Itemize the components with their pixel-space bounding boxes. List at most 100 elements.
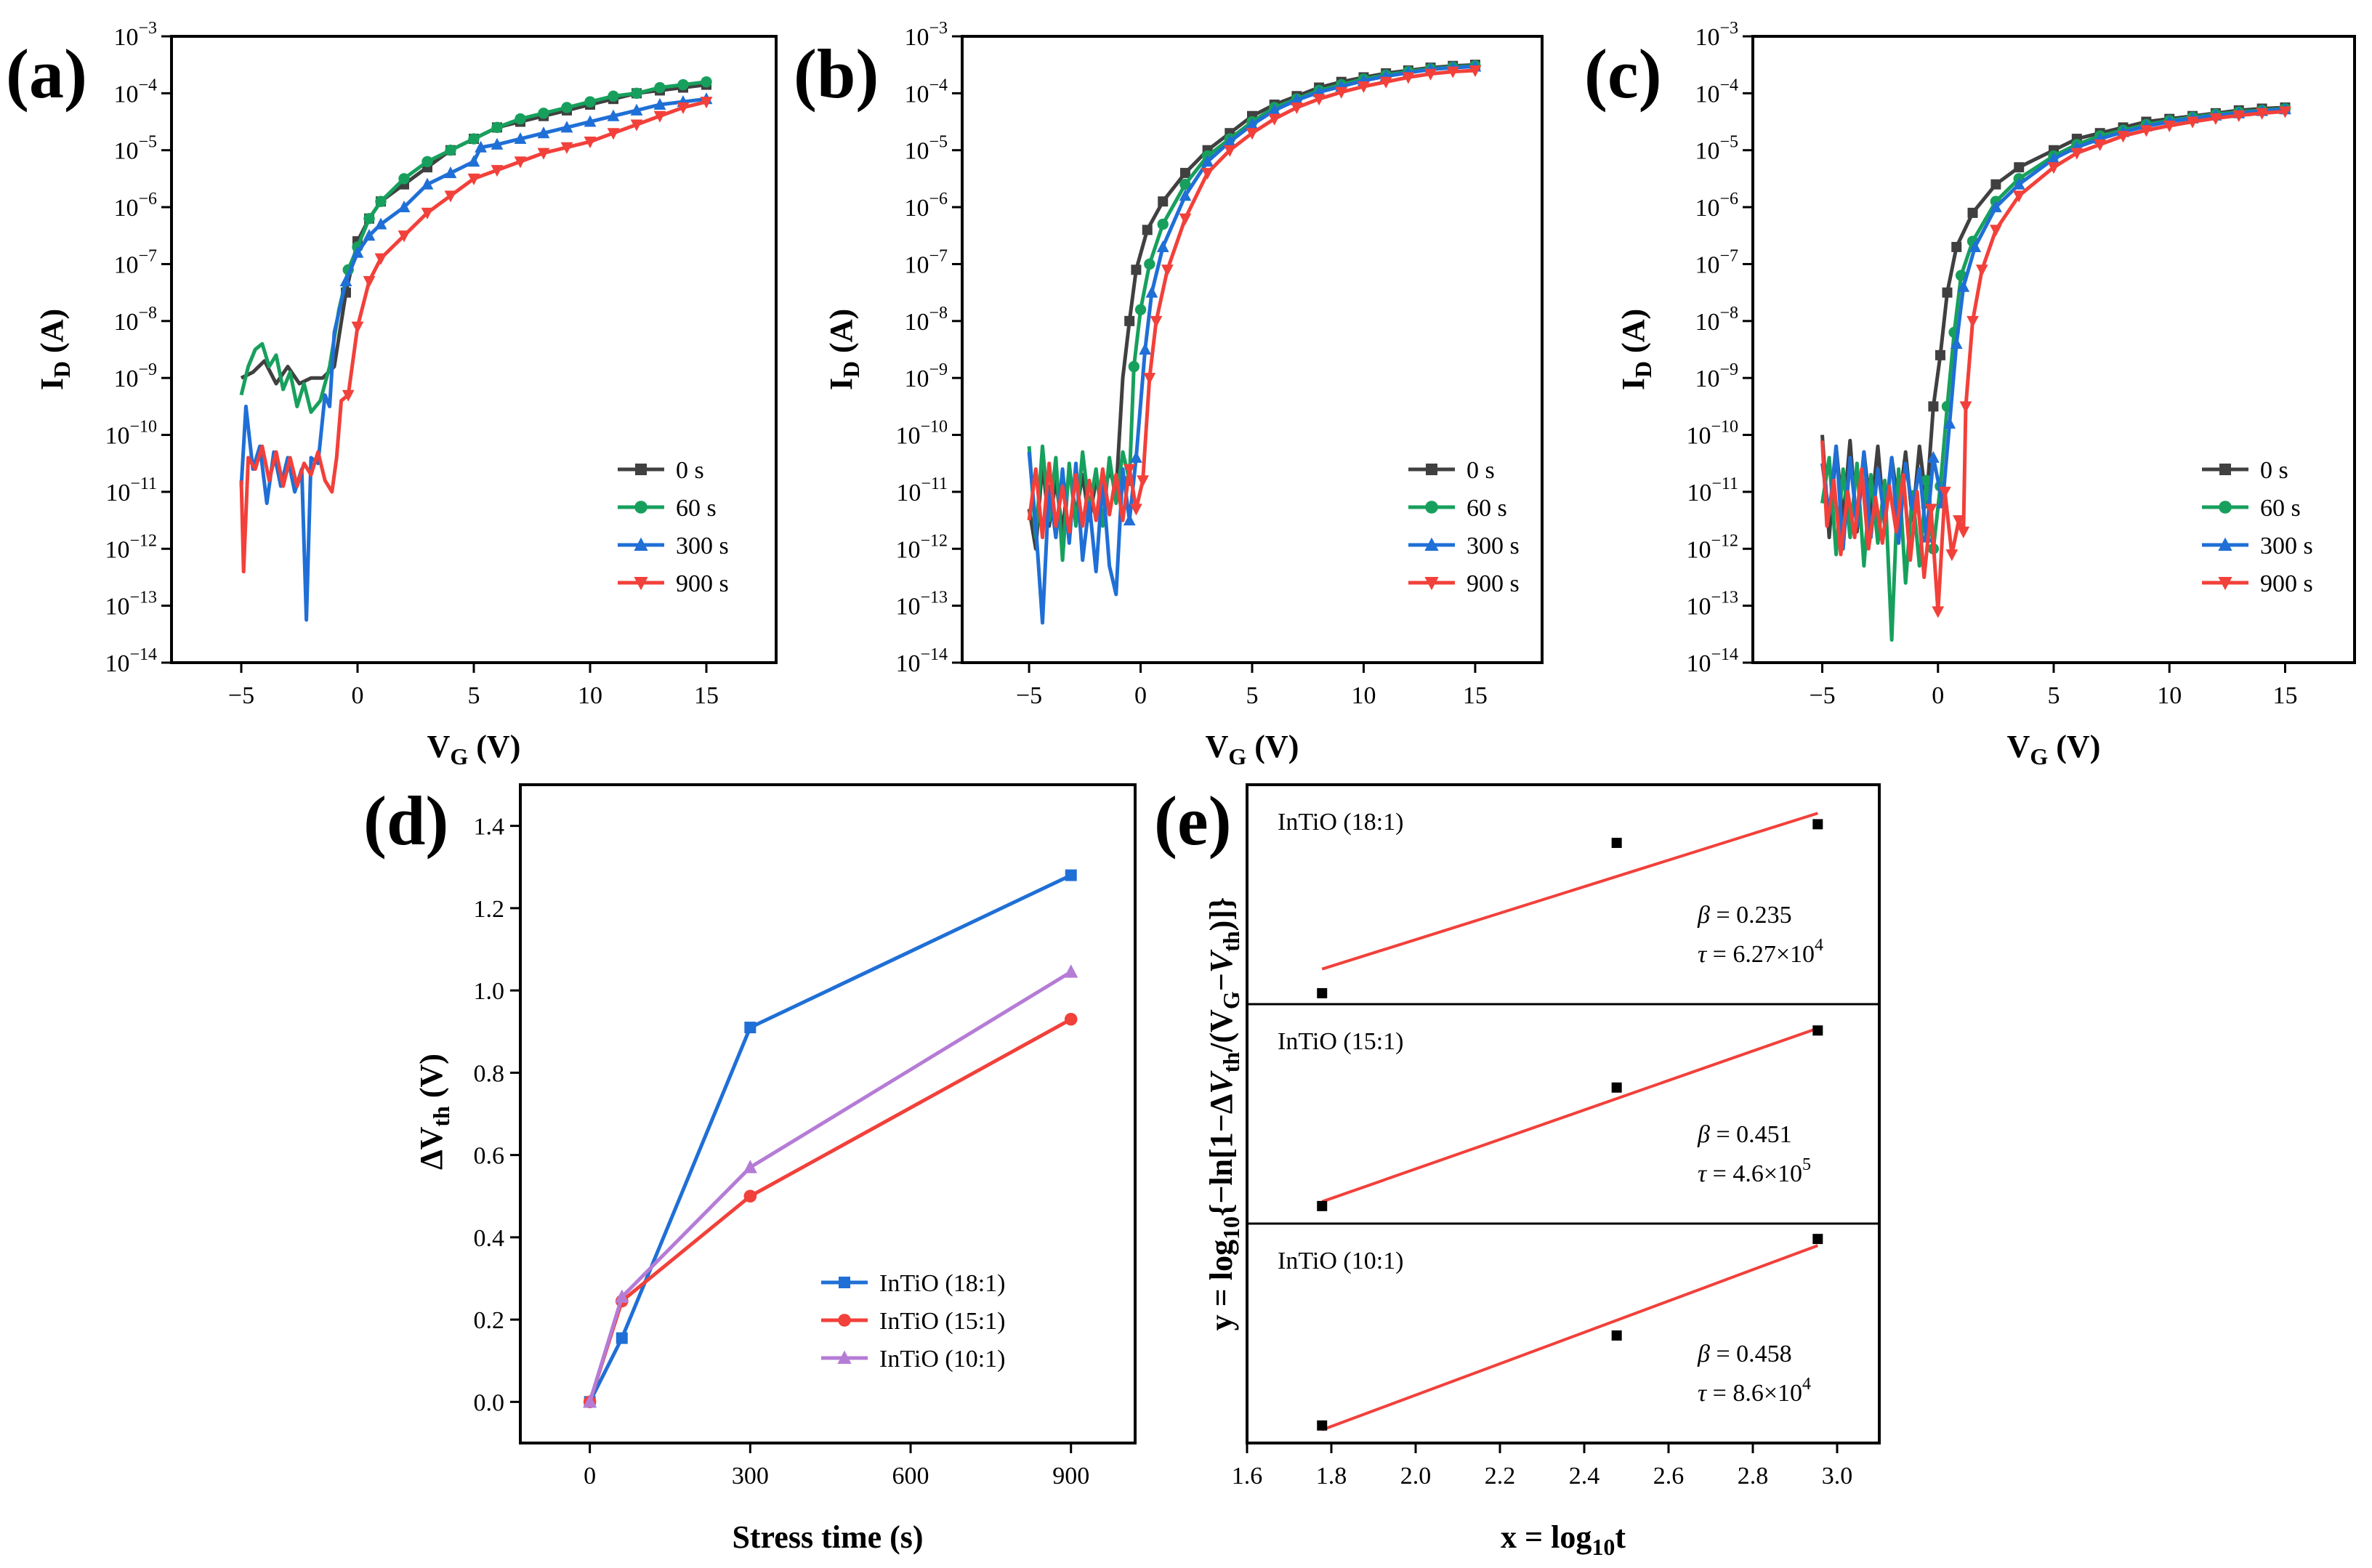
panel-d-ylabel: ΔVth (V)	[414, 1054, 454, 1170]
y-tick-label: 10−14	[895, 645, 948, 677]
x-tick-label: 0	[1134, 682, 1147, 709]
y-tick-label: 0.4	[474, 1225, 505, 1252]
data-point	[2209, 113, 2222, 125]
legend-label: 0 s	[1467, 457, 1495, 484]
y-tick-label: 10−6	[904, 190, 948, 222]
data-point	[538, 108, 549, 119]
panel-b-ylabel: ID (A)	[823, 309, 864, 390]
x-tick-label: 0	[352, 682, 364, 709]
data-point	[2139, 125, 2153, 137]
x-tick-label: −5	[1809, 682, 1835, 709]
data-point	[1145, 286, 1158, 298]
y-tick-label: 10−6	[113, 190, 157, 222]
data-point	[1955, 270, 1967, 281]
data-point	[351, 246, 364, 258]
legend-marker	[2218, 537, 2232, 551]
panel-e-ylabel: y = log10{−ln[1−ΔVth/(VG−Vth)]}	[1203, 897, 1244, 1331]
x-tick-label: 2.6	[1653, 1463, 1685, 1490]
legend-label: 60 s	[676, 495, 717, 522]
beta-annotation: β = 0.451	[1697, 1121, 1792, 1148]
x-tick-label: 10	[578, 682, 602, 709]
data-point	[1928, 401, 1939, 412]
panel-b: (b) −5 0 5 10 15 10−1410−1310−1210−1110−1010…	[794, 19, 1544, 769]
legend-marker	[2219, 464, 2231, 475]
data-point	[398, 230, 411, 243]
panel-b-series	[1027, 60, 1482, 625]
data-point	[1223, 145, 1236, 157]
y-tick-label: 10−12	[1686, 531, 1738, 563]
data-point	[1943, 416, 1956, 429]
subplot-label: InTiO (18:1)	[1278, 809, 1404, 836]
legend-marker	[838, 1314, 851, 1327]
data-point	[584, 96, 596, 108]
data-point	[1975, 264, 1988, 277]
data-point	[2047, 152, 2060, 164]
data-point	[560, 142, 573, 154]
panel-c-ylabel: ID (A)	[1615, 309, 1656, 390]
data-point	[491, 121, 503, 134]
y-tick-label: 10−10	[895, 418, 948, 450]
data-point	[1935, 349, 1945, 360]
data-point	[1144, 258, 1155, 270]
x-tick-label: 1.6	[1232, 1463, 1263, 1490]
data-point	[1402, 72, 1415, 84]
panel-a-xticks: −5 0 5 10 15	[228, 663, 719, 709]
x-tick-label: 0	[1932, 682, 1944, 709]
series-line	[1820, 107, 2286, 642]
data-point	[1966, 315, 1979, 328]
data-point	[2012, 190, 2025, 203]
x-tick-label: 5	[468, 682, 480, 709]
panel-d-label: (d)	[363, 782, 448, 860]
y-tick-label: 10−11	[1687, 474, 1738, 506]
data-point	[1130, 450, 1142, 463]
data-point	[1924, 504, 1937, 516]
panel-b-yticks: 10−14 10−13 10−12 10−11 10−10 10−9 10−8 10−7 10−…	[895, 19, 962, 677]
y-tick-label: 10−3	[1695, 19, 1738, 51]
data-point	[1268, 103, 1281, 116]
data-point	[467, 173, 480, 186]
data-point	[1137, 475, 1150, 488]
x-tick-label: 600	[892, 1463, 929, 1490]
data-point	[653, 110, 666, 123]
legend-label: 900 s	[676, 570, 729, 597]
data-point	[654, 81, 666, 94]
data-point	[515, 113, 526, 125]
series-line	[239, 80, 707, 414]
data-point	[1268, 113, 1281, 126]
panel-e-label: (e)	[1154, 782, 1232, 860]
y-tick-label: 10−14	[1686, 645, 1738, 677]
data-point	[537, 126, 550, 139]
data-point	[537, 147, 550, 160]
x-tick-label: 3.0	[1822, 1463, 1853, 1490]
legend-marker	[837, 1350, 852, 1364]
data-point	[1317, 1420, 1328, 1431]
y-tick-label: 10−11	[896, 474, 948, 506]
data-point	[468, 133, 480, 145]
data-point	[1379, 76, 1392, 89]
y-tick-label: 10−9	[1695, 360, 1738, 392]
x-tick-label: 2.0	[1400, 1463, 1432, 1490]
panel-a-legend: 0 s 60 s 300 s 900 s	[618, 457, 729, 597]
legend-marker	[635, 464, 647, 475]
data-point	[1139, 342, 1152, 355]
data-point	[1812, 1025, 1823, 1036]
data-point	[374, 217, 387, 230]
x-tick-label: 10	[1351, 682, 1376, 709]
panel-b-label: (b)	[794, 35, 879, 113]
data-point	[1969, 240, 1982, 252]
x-tick-label: 1.8	[1316, 1463, 1347, 1490]
data-point	[2094, 139, 2107, 151]
data-point	[1156, 240, 1169, 252]
data-point	[630, 119, 643, 132]
y-tick-label: 10−7	[1695, 246, 1738, 278]
y-tick-label: 10−8	[904, 304, 948, 336]
beta-annotation: β = 0.458	[1697, 1341, 1792, 1367]
x-tick-label: 5	[2048, 682, 2060, 709]
data-point	[1990, 179, 2001, 190]
series-line	[588, 1017, 1072, 1403]
data-point	[677, 78, 689, 91]
data-point	[421, 177, 434, 190]
y-tick-label: 10−12	[105, 531, 157, 563]
y-tick-label: 10−6	[1695, 190, 1738, 222]
